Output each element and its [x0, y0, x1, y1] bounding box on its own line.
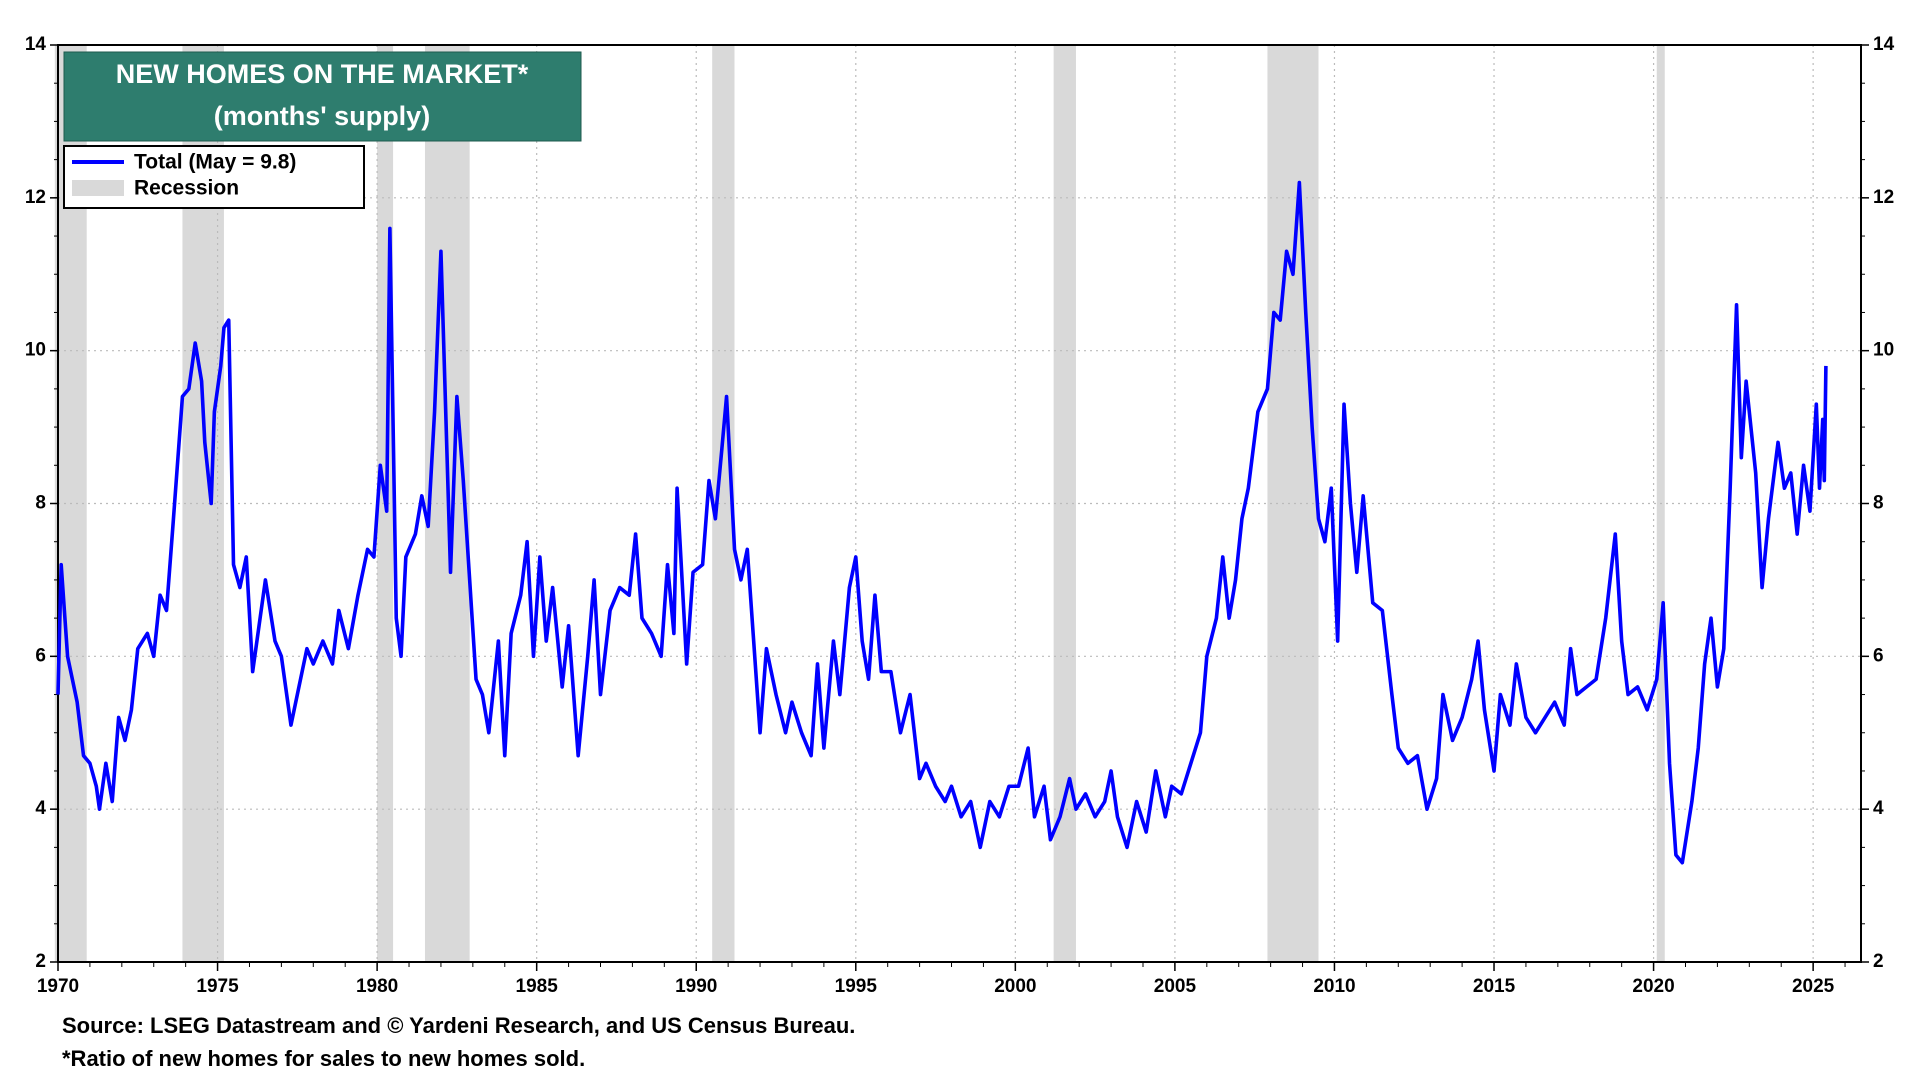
recession-band: [1267, 45, 1319, 962]
y2-tick-label: 10: [1873, 340, 1894, 361]
y2-tick-label: 6: [1873, 645, 1884, 666]
x-tick-label: 1980: [356, 976, 398, 997]
recession-band: [1053, 45, 1076, 962]
source-note: Source: LSEG Datastream and © Yardeni Re…: [62, 1013, 855, 1038]
x-tick-label: 2015: [1473, 976, 1516, 997]
y2-tick-label: 4: [1873, 798, 1884, 819]
y-tick-label: 8: [35, 493, 46, 514]
legend-swatch: [72, 180, 124, 196]
x-tick-label: 2020: [1632, 976, 1674, 997]
plot-frame: [57, 44, 1862, 963]
footnote: *Ratio of new homes for sales to new hom…: [62, 1046, 585, 1071]
y-tick-label: 14: [25, 34, 47, 55]
x-tick-label: 1975: [196, 976, 239, 997]
x-tick-label: 2005: [1154, 976, 1197, 997]
x-tick-label: 2000: [994, 976, 1036, 997]
y2-tick-label: 14: [1873, 34, 1895, 55]
recession-band: [712, 45, 735, 962]
y-tick-label: 12: [25, 187, 46, 208]
y-tick-label: 4: [35, 798, 46, 819]
y-tick-label: 10: [25, 340, 46, 361]
legend-box: [63, 145, 365, 209]
x-tick-label: 2010: [1313, 976, 1355, 997]
y2-tick-label: 12: [1873, 187, 1894, 208]
legend-label: Recession: [134, 177, 239, 200]
x-tick-label: 1985: [516, 976, 559, 997]
x-tick-label: 1970: [37, 976, 79, 997]
y-tick-label: 2: [35, 951, 46, 972]
x-tick-label: 1990: [675, 976, 717, 997]
y2-tick-label: 2: [1873, 951, 1884, 972]
x-tick-label: 2025: [1792, 976, 1835, 997]
y-tick-label: 6: [35, 645, 46, 666]
chart-subtitle: (months' supply): [214, 101, 430, 131]
y2-tick-label: 8: [1873, 493, 1884, 514]
chart-title: NEW HOMES ON THE MARKET*: [116, 59, 529, 89]
title-box: [63, 51, 582, 142]
x-tick-label: 1995: [835, 976, 878, 997]
series-line: [56, 180, 1828, 865]
legend-label: Total (May = 9.8): [134, 151, 296, 174]
